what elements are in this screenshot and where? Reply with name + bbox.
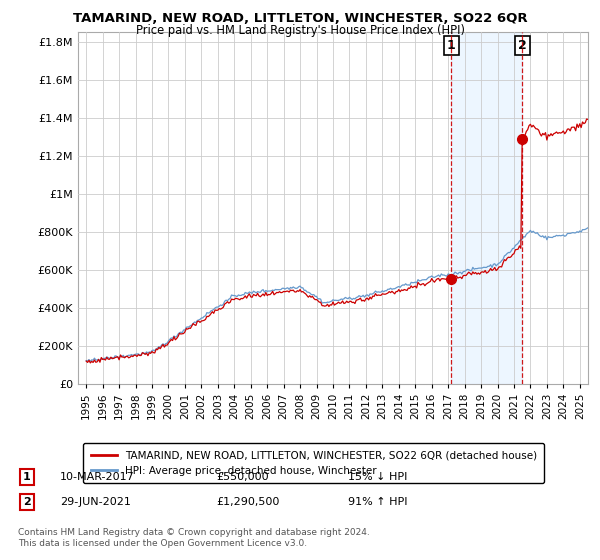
Text: 2: 2 [23, 497, 31, 507]
Text: 91% ↑ HPI: 91% ↑ HPI [348, 497, 407, 507]
Bar [451, 32, 522, 384]
Text: 1: 1 [447, 39, 455, 52]
Text: 2: 2 [518, 39, 526, 52]
Text: 15% ↓ HPI: 15% ↓ HPI [348, 472, 407, 482]
Text: 10-MAR-2017: 10-MAR-2017 [60, 472, 135, 482]
Text: TAMARIND, NEW ROAD, LITTLETON, WINCHESTER, SO22 6QR: TAMARIND, NEW ROAD, LITTLETON, WINCHESTE… [73, 12, 527, 25]
Text: £550,000: £550,000 [216, 472, 269, 482]
Text: 29-JUN-2021: 29-JUN-2021 [60, 497, 131, 507]
Text: 1: 1 [23, 472, 31, 482]
Text: Price paid vs. HM Land Registry's House Price Index (HPI): Price paid vs. HM Land Registry's House … [136, 24, 464, 37]
Text: £1,290,500: £1,290,500 [216, 497, 280, 507]
Text: Contains HM Land Registry data © Crown copyright and database right 2024.
This d: Contains HM Land Registry data © Crown c… [18, 528, 370, 548]
Legend: TAMARIND, NEW ROAD, LITTLETON, WINCHESTER, SO22 6QR (detached house), HPI: Avera: TAMARIND, NEW ROAD, LITTLETON, WINCHESTE… [83, 443, 544, 483]
